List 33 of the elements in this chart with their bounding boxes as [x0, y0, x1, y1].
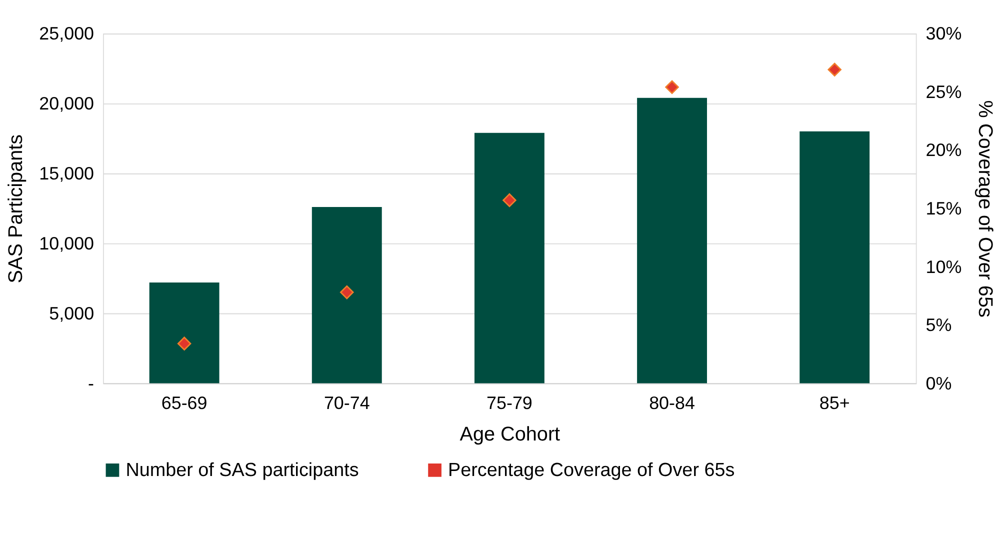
y2-tick-label: 25%	[926, 82, 962, 102]
y2-tick-label: 10%	[926, 256, 962, 277]
y2-tick-label: 0%	[926, 373, 952, 394]
y-axis-title: SAS Participants	[5, 134, 28, 284]
point	[828, 62, 842, 77]
legend-label: Number of SAS participants	[126, 460, 359, 481]
y-tick-label: 10,000	[39, 233, 94, 254]
bar	[637, 98, 707, 384]
point	[665, 80, 679, 94]
bar	[149, 282, 220, 384]
bar	[312, 206, 382, 384]
x-tick-label: 85+	[819, 393, 850, 414]
y-tick-label: 15,000	[39, 164, 94, 184]
y2-tick-label: 20%	[926, 140, 962, 160]
y2-tick-label: 15%	[926, 198, 962, 218]
bar	[800, 131, 870, 384]
y2-tick-label: 5%	[926, 315, 952, 336]
y2-tick-label: 30%	[926, 24, 962, 44]
x-tick-label: 70-74	[324, 393, 370, 414]
x-axis-title: Age Cohort	[460, 423, 561, 446]
point	[177, 336, 192, 350]
point	[502, 193, 516, 208]
y-tick-label: -	[88, 373, 94, 394]
y-tick-label: 5,000	[49, 303, 94, 324]
bar	[474, 132, 544, 384]
legend-label: Percentage Coverage of Over 65s	[448, 460, 735, 481]
x-tick-label: 65-69	[161, 393, 208, 414]
point	[340, 285, 354, 300]
x-tick-label: 80-84	[649, 393, 695, 414]
y-tick-label: 25,000	[39, 24, 94, 44]
y-tick-label: 20,000	[39, 94, 94, 114]
y2-axis-title: % Coverage of Over 65s	[974, 100, 996, 318]
x-tick-label: 75-79	[486, 393, 532, 414]
